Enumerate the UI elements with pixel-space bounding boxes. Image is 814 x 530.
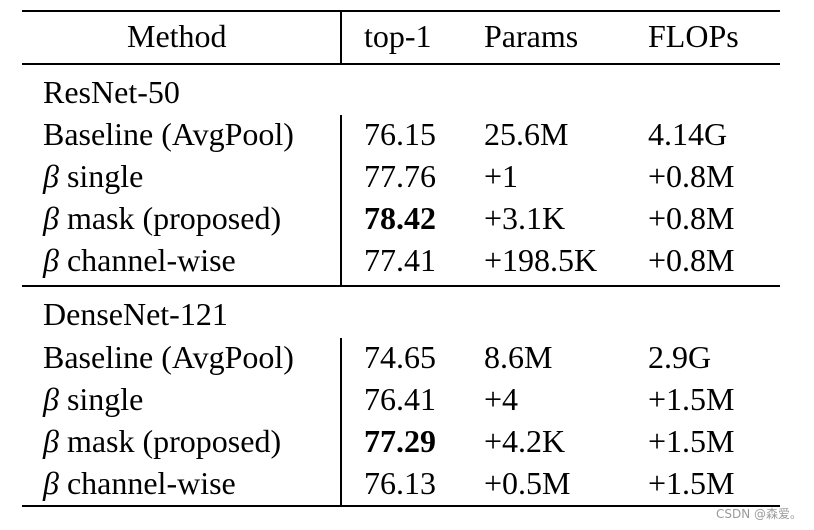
row-top1-best: 78.42 [364,200,436,236]
header-method: Method [127,18,227,54]
row-params: +1 [484,158,519,194]
group-title: DenseNet-121 [43,296,228,332]
table-row-method: β single [43,383,143,415]
row-params: +3.1K [484,200,566,236]
beta-symbol: β [43,465,59,501]
row-method-label: channel-wise [66,465,236,501]
row-top1: 76.15 [364,116,436,152]
row-flops: +0.8M [648,200,735,236]
bottom-rule [22,505,780,507]
row-method-label: Baseline (AvgPool) [43,339,294,375]
row-flops: +0.8M [648,242,735,278]
row-params: 25.6M [484,116,569,152]
row-params: 8.6M [484,339,553,375]
row-top1-best: 77.29 [364,423,436,459]
row-method-label: mask (proposed) [66,423,282,459]
beta-symbol: β [43,423,59,459]
row-method-label: Baseline (AvgPool) [43,116,294,152]
beta-symbol: β [43,200,59,236]
beta-symbol: β [43,242,59,278]
header-rule [22,63,780,65]
group-title: ResNet-50 [43,74,180,110]
row-method-label: single [66,381,144,417]
row-flops: +1.5M [648,465,735,501]
row-params: +0.5M [484,465,571,501]
top-rule [22,10,780,12]
row-top1: 77.41 [364,242,436,278]
watermark: CSDN @森爱。 [715,507,802,521]
group2-column-divider [340,338,342,506]
row-params: +4 [484,381,519,417]
header-column-divider [340,10,342,65]
table-row-method: β mask (proposed) [43,425,281,457]
header-flops: FLOPs [648,18,739,54]
group1-column-divider [340,115,342,285]
table-row-method: β channel-wise [43,467,236,499]
header-params: Params [484,18,579,54]
row-flops: 4.14G [648,116,728,152]
table-row-method: β mask (proposed) [43,202,281,234]
beta-symbol: β [43,158,59,194]
table-row-method: Baseline (AvgPool) [43,118,294,150]
row-method-label: single [66,158,144,194]
row-method-label: channel-wise [66,242,236,278]
row-flops: +1.5M [648,381,735,417]
row-top1: 77.76 [364,158,436,194]
row-flops: 2.9G [648,339,712,375]
row-params: +198.5K [484,242,598,278]
row-top1: 76.41 [364,381,436,417]
row-flops: +0.8M [648,158,735,194]
row-method-label: mask (proposed) [66,200,282,236]
table-row-method: β channel-wise [43,244,236,276]
row-flops: +1.5M [648,423,735,459]
table-row-method: Baseline (AvgPool) [43,341,294,373]
row-top1: 76.13 [364,465,436,501]
beta-symbol: β [43,381,59,417]
group-separator-rule [22,285,780,287]
header-top1: top-1 [364,18,432,54]
table-row-method: β single [43,160,143,192]
row-top1: 74.65 [364,339,436,375]
row-params: +4.2K [484,423,566,459]
